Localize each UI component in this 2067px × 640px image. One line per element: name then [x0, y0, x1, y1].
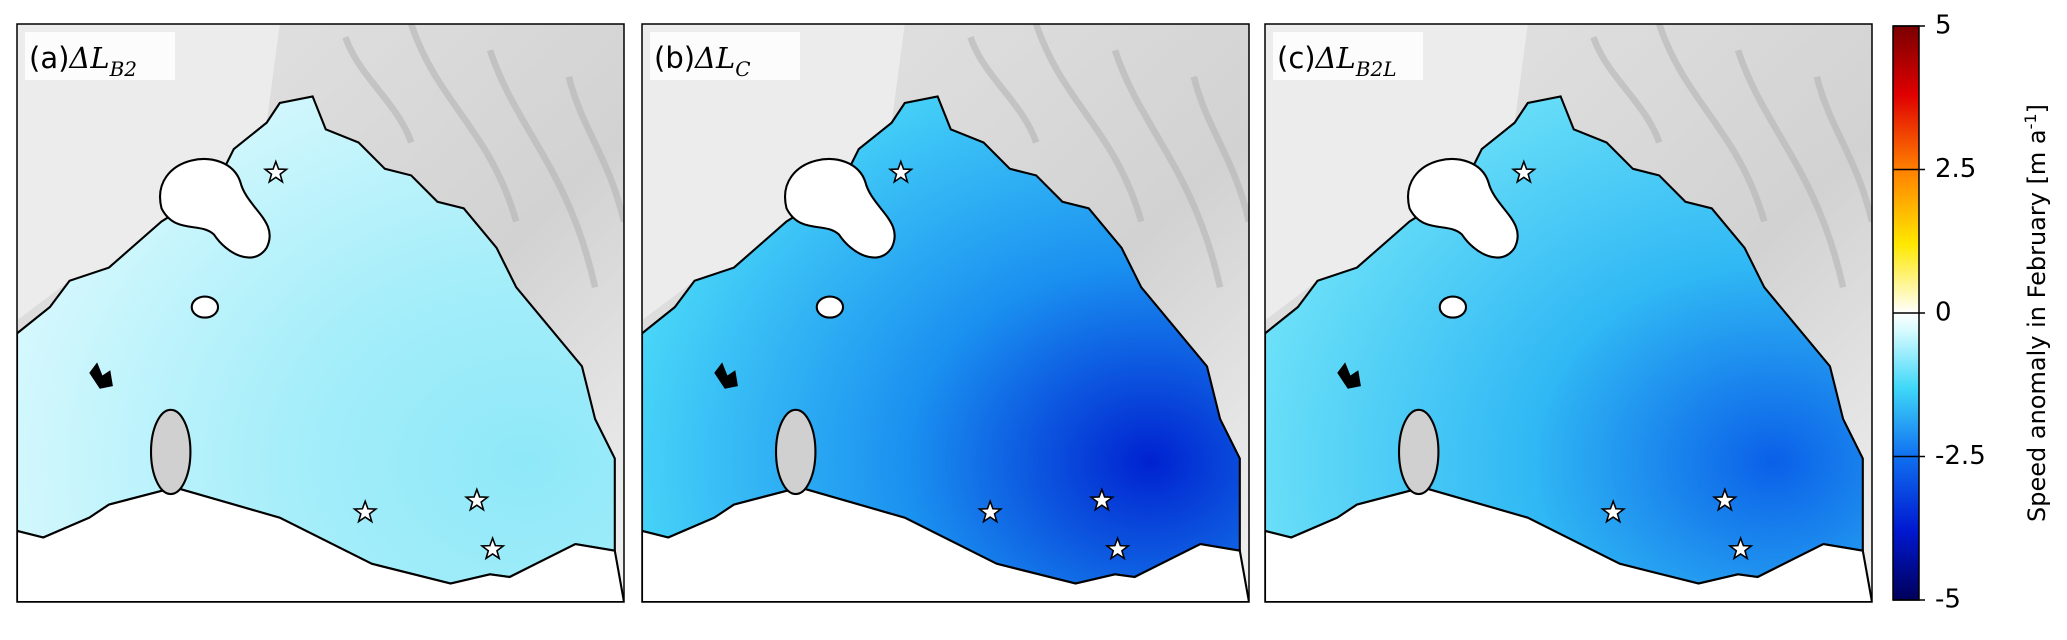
colorbar-title: Speed anomaly in February [m a-1] — [2021, 104, 2051, 522]
panel-letter: (a) — [29, 41, 69, 75]
label-box — [1273, 32, 1423, 80]
left-land — [17, 24, 280, 321]
colorbar-title-sup: -1 — [2021, 113, 2040, 129]
colorbar-tick-label: 2.5 — [1935, 154, 1976, 184]
valley — [1033, 24, 1145, 223]
colorbar-title-main: Speed anomaly in February [m a — [2023, 129, 2051, 522]
left-land — [1265, 24, 1528, 321]
colorbar-tick-label: -2.5 — [1935, 441, 1986, 471]
island — [1397, 408, 1440, 496]
rocks — [714, 362, 738, 389]
colorbar-tick-label: -5 — [1935, 585, 1961, 615]
island — [774, 408, 817, 496]
valley — [1590, 36, 1663, 144]
panel-frame — [1264, 23, 1873, 603]
panels — [17, 24, 1872, 602]
peninsula — [159, 158, 271, 259]
station-star — [1510, 159, 1537, 184]
station-star — [463, 487, 490, 512]
island — [815, 295, 845, 319]
colorbar: 5 2.5 0 -2.5 -5 Speed anomaly in February [m … — [1892, 11, 2051, 615]
panel-label: (c)ΔLB2L — [1277, 41, 1396, 81]
station-star — [352, 498, 379, 524]
grounded-ice — [1265, 486, 1872, 602]
peninsula — [784, 158, 896, 259]
colorbar-tick-label: 5 — [1935, 11, 1952, 41]
map-panel — [1265, 24, 1872, 602]
left-land — [642, 24, 905, 321]
valley — [408, 24, 520, 223]
map-panel — [642, 24, 1249, 602]
panel-frame — [641, 23, 1250, 603]
valley — [342, 36, 415, 144]
colorbar-title-end: ] — [2023, 104, 2051, 113]
station-star — [1088, 487, 1115, 512]
panel-symbol: ΔL — [68, 41, 109, 75]
grounded-ice — [642, 486, 1249, 602]
valley — [1111, 49, 1224, 289]
station-star — [1600, 498, 1627, 524]
island — [190, 295, 220, 319]
colorbar-tick-label: 0 — [1935, 298, 1952, 328]
valley — [486, 49, 599, 289]
valley — [1190, 75, 1249, 223]
valley — [967, 36, 1040, 144]
map-panel — [17, 24, 624, 602]
valley — [1734, 49, 1847, 289]
panel-subscript: B2 — [109, 57, 137, 81]
station-star — [1727, 535, 1754, 561]
panel-label: (b)ΔLC — [654, 41, 751, 81]
station-star — [1711, 487, 1738, 512]
panel-symbol: ΔL — [694, 41, 735, 75]
station-star — [977, 498, 1004, 524]
rocks — [89, 362, 113, 389]
peninsula — [1407, 158, 1519, 259]
grounded-ice — [17, 486, 624, 602]
panel-subscript: B2L — [1355, 57, 1397, 81]
station-star — [479, 535, 506, 561]
valley — [1656, 24, 1768, 223]
panel-frame — [16, 23, 625, 603]
valley — [565, 75, 624, 223]
panel-subscript: C — [735, 57, 750, 81]
valley — [1813, 75, 1872, 223]
label-box — [25, 32, 175, 80]
rocks — [1337, 362, 1361, 389]
label-box — [650, 32, 800, 80]
station-star — [262, 159, 289, 184]
station-star — [1104, 535, 1131, 561]
panel-symbol: ΔL — [1315, 41, 1356, 75]
station-star — [887, 159, 914, 184]
panel-label: (a)ΔLB2 — [29, 41, 137, 81]
island — [149, 408, 192, 496]
panel-letter: (b) — [654, 41, 695, 75]
island — [1438, 295, 1468, 319]
panel-letter: (c) — [1277, 41, 1316, 75]
